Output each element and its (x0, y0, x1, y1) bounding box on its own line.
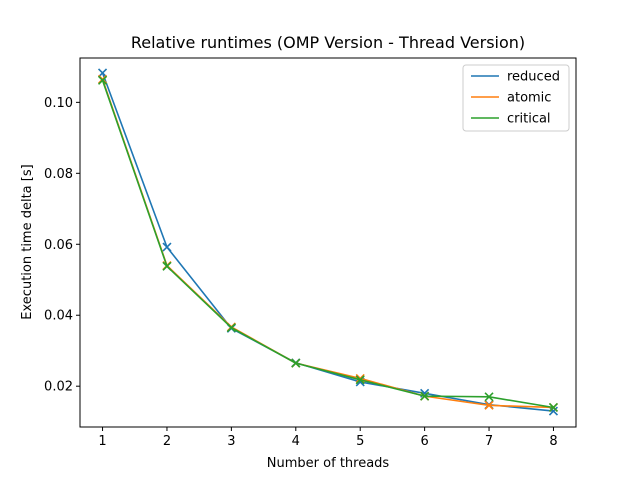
series-line-critical (101, 80, 554, 409)
x-axis-label: Number of threads (267, 456, 390, 471)
y-axis-label: Execution time delta [s] (20, 164, 35, 319)
data-point-critical (291, 358, 301, 368)
legend-box (462, 64, 570, 132)
data-point-critical (548, 402, 559, 413)
data-point-reduced (162, 242, 172, 252)
x-tick-label: 6 (420, 434, 428, 449)
data-point-critical (97, 75, 108, 85)
legend: reduced atomic critical (462, 64, 570, 132)
series-line-reduced (101, 72, 554, 412)
x-tick-label: 3 (227, 434, 235, 449)
legend-entry: reduced (507, 70, 560, 85)
data-point-reduced (548, 406, 559, 416)
data-point-critical (420, 391, 430, 401)
x-tick-label: 8 (549, 434, 557, 449)
x-axis: 1 2 3 4 5 6 7 8 (98, 427, 558, 449)
y-axis: 0.02 0.04 0.06 0.08 0.10 (44, 96, 80, 395)
data-point-critical (484, 392, 494, 402)
y-tick-label: 0.02 (44, 380, 73, 395)
x-tick-label: 2 (163, 434, 171, 449)
x-tick-label: 4 (292, 434, 300, 449)
legend-entry: atomic (507, 91, 551, 106)
y-tick-label: 0.08 (44, 167, 73, 182)
data-point-critical (162, 261, 172, 271)
y-tick-label: 0.04 (44, 309, 73, 324)
y-tick-label: 0.06 (44, 238, 73, 253)
chart-title: Relative runtimes (OMP Version - Thread … (131, 33, 525, 52)
data-point-critical (355, 375, 365, 385)
legend-entry: critical (507, 112, 551, 127)
data-point-critical (226, 323, 236, 333)
x-tick-label: 5 (356, 434, 364, 449)
x-tick-label: 1 (98, 434, 106, 449)
plot-area (97, 68, 559, 416)
data-point-atomic (484, 400, 494, 410)
y-tick-label: 0.10 (44, 96, 73, 111)
axes-frame (79, 57, 577, 428)
x-tick-label: 7 (485, 434, 493, 449)
